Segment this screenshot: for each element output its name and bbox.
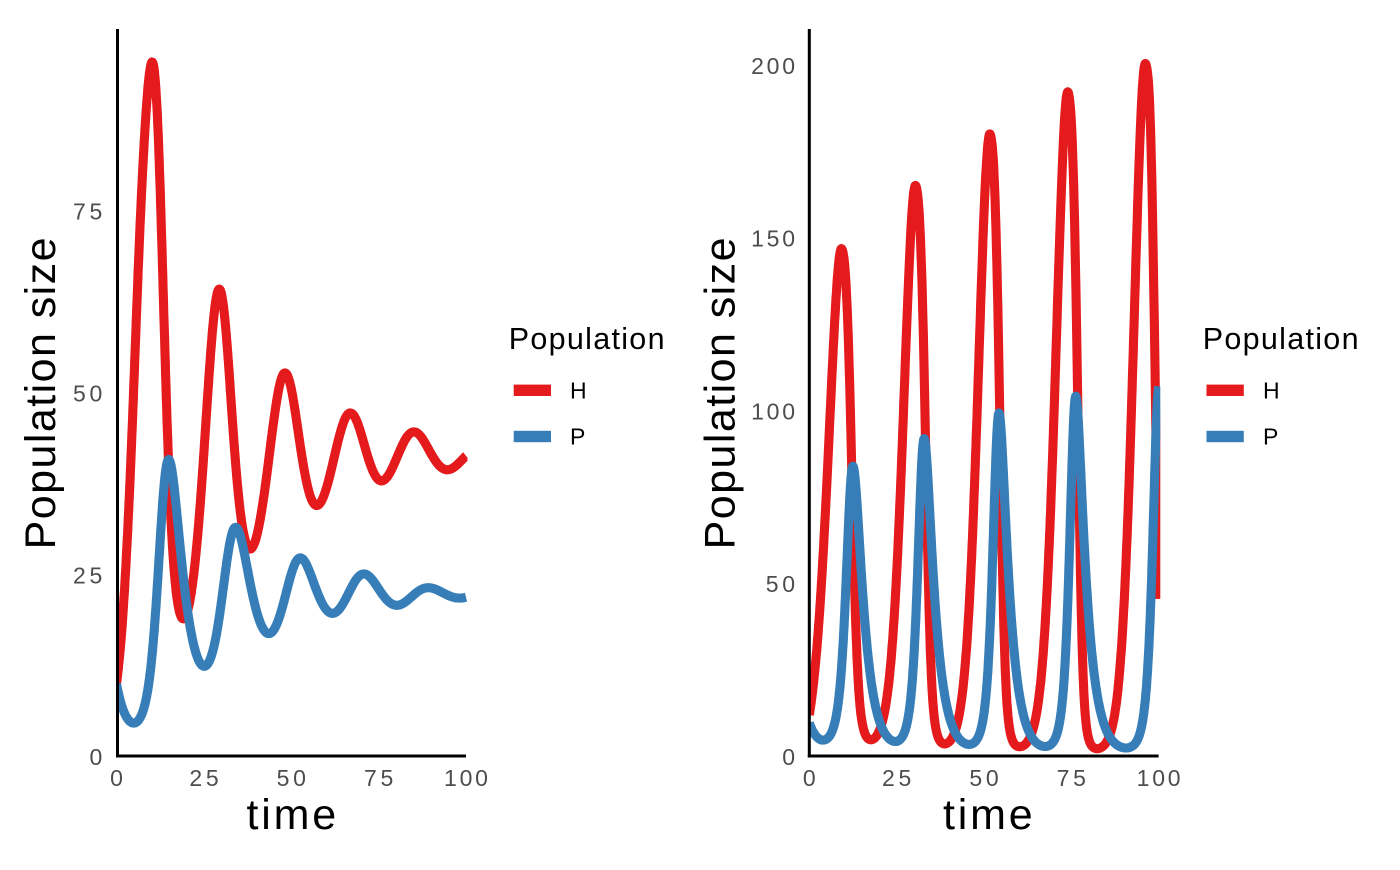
svg-text:0: 0 xyxy=(782,744,795,770)
svg-text:100: 100 xyxy=(1137,765,1181,791)
svg-text:0: 0 xyxy=(803,765,816,791)
svg-text:150: 150 xyxy=(751,226,795,252)
svg-text:0: 0 xyxy=(90,744,103,770)
svg-text:100: 100 xyxy=(751,398,795,424)
svg-text:Population size: Population size xyxy=(697,236,745,549)
svg-text:0: 0 xyxy=(110,765,123,791)
svg-text:time: time xyxy=(246,791,338,839)
svg-text:H: H xyxy=(1263,378,1280,404)
svg-text:200: 200 xyxy=(751,53,795,79)
svg-text:100: 100 xyxy=(444,765,488,791)
svg-text:P: P xyxy=(570,424,585,450)
svg-text:Population: Population xyxy=(1203,322,1360,356)
svg-text:time: time xyxy=(943,791,1035,839)
svg-text:Population: Population xyxy=(509,322,666,356)
svg-text:Population size: Population size xyxy=(17,236,65,549)
svg-text:H: H xyxy=(570,378,587,404)
svg-text:P: P xyxy=(1263,424,1278,450)
